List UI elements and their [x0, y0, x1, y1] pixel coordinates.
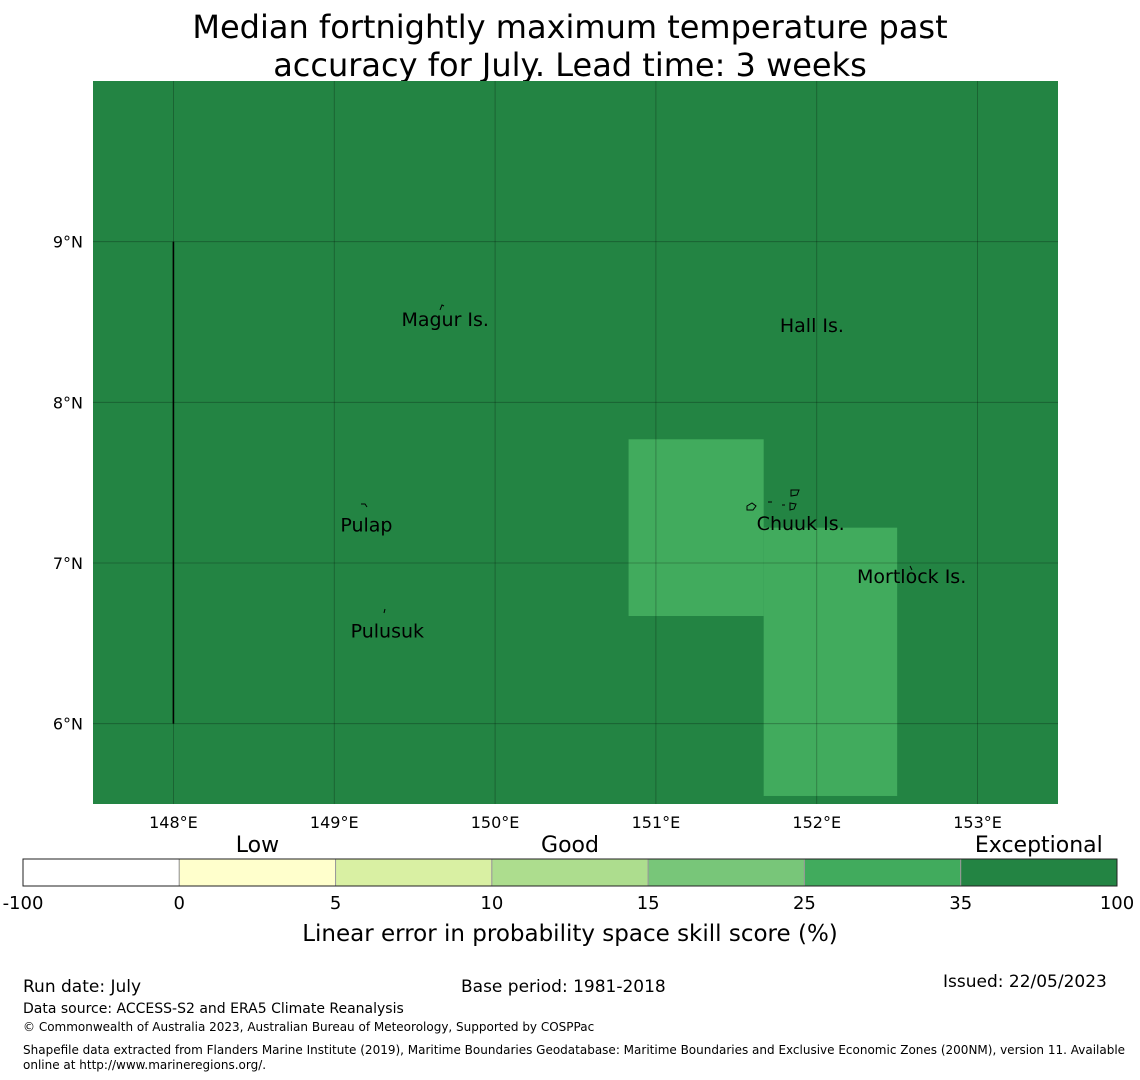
map-background [93, 81, 1058, 804]
colorbar-bin [803, 858, 962, 887]
lon-tick-label: 148°E [149, 813, 198, 832]
colorbar-bin [960, 858, 1118, 887]
colorbar [22, 858, 1118, 887]
colorbar-category-label: Low [236, 833, 279, 858]
colorbar-tick-label: 25 [793, 893, 816, 914]
lon-tick-label: 152°E [792, 813, 841, 832]
colorbar-tick-label: -100 [3, 893, 44, 914]
place-label: Mortlock Is. [857, 566, 966, 588]
lat-tick-label: 8°N [53, 393, 83, 412]
highlight-cells [628, 439, 898, 796]
colorbar-title: Linear error in probability space skill … [302, 921, 838, 947]
lat-tick-label: 7°N [53, 554, 83, 573]
base-period: Base period: 1981-2018 [461, 977, 666, 997]
colorbar-category-labels: Low Good Exceptional [236, 833, 1103, 858]
lon-tick-label: 150°E [471, 813, 520, 832]
map-figure: Magur Is. Hall Is. Pulap Chuuk Is. Mortlock … [3, 81, 1135, 947]
lon-tick-label: 153°E [953, 813, 1002, 832]
island-outline [746, 502, 757, 511]
colorbar-bin [22, 858, 180, 887]
island-outline [439, 304, 445, 311]
colorbar-bin [178, 858, 337, 887]
shapefile-credit-line-2: online at http://www.marineregions.org/. [23, 1058, 267, 1072]
colorbar-tick-label: 15 [637, 893, 660, 914]
lat-tick-label: 9°N [53, 233, 83, 252]
island-outline [790, 489, 800, 497]
lat-tick-label: 6°N [53, 715, 83, 734]
island-outline [909, 565, 913, 571]
highlight-cell [628, 439, 764, 617]
colorbar-tick-label: 10 [480, 893, 503, 914]
colorbar-category-label: Exceptional [975, 833, 1103, 858]
colorbar-tick-label: 35 [949, 893, 972, 914]
longitude-tick-labels: 148°E 149°E 150°E 151°E 152°E 153°E [149, 813, 1002, 832]
colorbar-category-label: Good [541, 833, 599, 858]
place-label: Chuuk Is. [757, 513, 845, 535]
colorbar-tick-label: 0 [174, 893, 185, 914]
colorbar-bin [647, 858, 805, 887]
island-outline [361, 503, 368, 508]
island-outline [789, 502, 797, 511]
data-source: Data source: ACCESS-S2 and ERA5 Climate … [23, 1001, 404, 1017]
lon-tick-label: 151°E [632, 813, 681, 832]
colorbar-tick-labels: -100 0 5 10 15 25 35 100 [3, 893, 1135, 914]
highlight-cell [763, 527, 898, 796]
title-line-1: Median fortnightly maximum temperature p… [192, 8, 948, 46]
colorbar-bin [491, 858, 649, 887]
colorbar-frame [22, 858, 1118, 887]
shapefile-credit-line-1: Shapefile data extracted from Flanders M… [23, 1043, 1126, 1057]
colorbar-tick-label: 5 [330, 893, 341, 914]
lon-tick-label: 149°E [310, 813, 359, 832]
page-title: Median fortnightly maximum temperature p… [0, 8, 1140, 84]
place-labels: Magur Is. Hall Is. Pulap Chuuk Is. Mortlock … [340, 309, 966, 643]
latitude-tick-labels: 9°N 8°N 7°N 6°N [53, 233, 83, 734]
place-label: Magur Is. [401, 309, 489, 331]
place-label: Hall Is. [780, 315, 844, 337]
island-outlines [361, 304, 913, 614]
run-date: Run date: July [23, 977, 142, 997]
copyright: © Commonwealth of Australia 2023, Austra… [23, 1020, 595, 1034]
issued-date: Issued: 22/05/2023 [943, 972, 1107, 992]
title-line-2: accuracy for July. Lead time: 3 weeks [273, 46, 867, 84]
colorbar-bin [335, 858, 493, 887]
colorbar-tick-label: 100 [1100, 893, 1134, 914]
island-outline [383, 608, 386, 614]
place-label: Pulusuk [351, 620, 424, 642]
place-label: Pulap [340, 514, 392, 536]
